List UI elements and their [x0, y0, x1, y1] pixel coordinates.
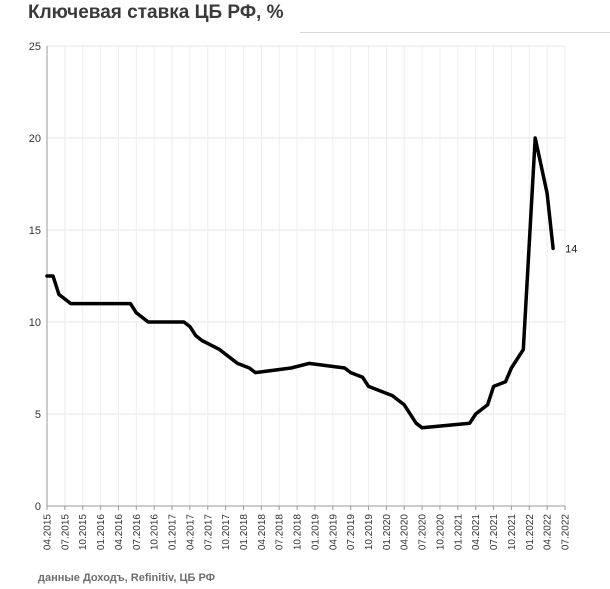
x-tick-label: 01.2018	[239, 514, 250, 551]
x-tick-label: 10.2019	[364, 514, 375, 551]
y-tick-label: 5	[35, 409, 41, 421]
x-tick-label: 04.2017	[185, 514, 196, 551]
y-tick-label: 15	[29, 225, 41, 237]
x-tick-label: 04.2019	[328, 514, 339, 551]
end-value-label: 14	[565, 243, 577, 255]
x-tick-label: 04.2022	[543, 514, 554, 551]
x-tick-label: 10.2021	[507, 514, 518, 551]
chart-title: Ключевая ставка ЦБ РФ, %	[28, 2, 284, 23]
x-tick-label: 01.2019	[310, 514, 321, 551]
title-divider	[300, 32, 610, 33]
x-tick-label: 07.2020	[418, 514, 429, 551]
x-tick-label: 10.2017	[221, 514, 232, 551]
x-tick-label: 04.2016	[114, 514, 125, 551]
x-tick-label: 07.2017	[203, 514, 214, 551]
x-tick-label: 04.2020	[400, 514, 411, 551]
key-rate-chart: 0 5 10 15 20 25 04.2015 07.2015 10.2015 01.2016 0…	[29, 41, 578, 551]
x-tick-label: 01.2016	[96, 514, 107, 551]
y-tick-label: 20	[29, 133, 41, 145]
x-tick-label: 10.2016	[150, 514, 161, 551]
x-tick-label: 10.2020	[435, 514, 446, 551]
x-tick-label: 07.2018	[275, 514, 286, 551]
y-tick-label: 0	[35, 501, 41, 513]
x-tick-label: 01.2021	[453, 514, 464, 551]
x-tick-label: 04.2021	[471, 514, 482, 551]
x-tick-label: 07.2019	[346, 514, 357, 551]
x-tick-label: 10.2018	[293, 514, 304, 551]
x-tick-label: 07.2021	[489, 514, 500, 551]
x-tick-label: 04.2018	[257, 514, 268, 551]
y-tick-label: 10	[29, 317, 41, 329]
x-tick-label: 07.2022	[561, 514, 572, 551]
x-tick-label: 01.2017	[168, 514, 179, 551]
x-tick-label: 07.2015	[60, 514, 71, 551]
key-rate-line	[45, 136, 555, 430]
y-tick-label: 25	[29, 41, 41, 53]
x-tick-label: 04.2015	[43, 514, 54, 551]
x-tick-label: 01.2022	[525, 514, 536, 551]
x-tick-label: 10.2015	[78, 514, 89, 551]
source-note: данные Доходъ, Refinitiv, ЦБ РФ	[38, 572, 216, 584]
x-tick-label: 01.2020	[382, 514, 393, 551]
x-tick-label: 07.2016	[132, 514, 143, 551]
